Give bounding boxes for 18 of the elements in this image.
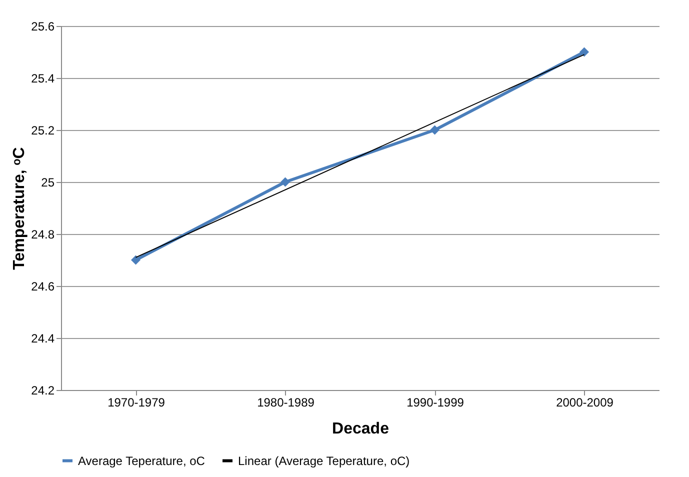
y-tick-label: 24.8 (31, 228, 55, 242)
x-tick-label: 1990-1999 (406, 396, 464, 410)
y-tick-label: 24.4 (31, 332, 55, 346)
y-tick-label: 24.6 (31, 280, 55, 294)
y-tick-label: 25.6 (31, 20, 55, 34)
y-tick-label: 25.4 (31, 72, 55, 86)
x-tick-label: 1970-1979 (108, 396, 166, 410)
x-tick-label: 2000-2009 (556, 396, 614, 410)
x-tick-label: 1980-1989 (257, 396, 315, 410)
y-tick-label: 25 (41, 176, 55, 190)
y-tick-label: 25.2 (31, 124, 55, 138)
y-tick-label: 24.2 (31, 384, 55, 398)
point (430, 125, 440, 135)
legend-label: Average Teperature, oC (78, 454, 206, 468)
y-axis-title: Temperature, ᵒC (11, 146, 28, 270)
point (280, 177, 290, 187)
legend-label: Linear (Average Teperature, oC) (238, 454, 410, 468)
x-axis-title: Decade (332, 420, 390, 438)
